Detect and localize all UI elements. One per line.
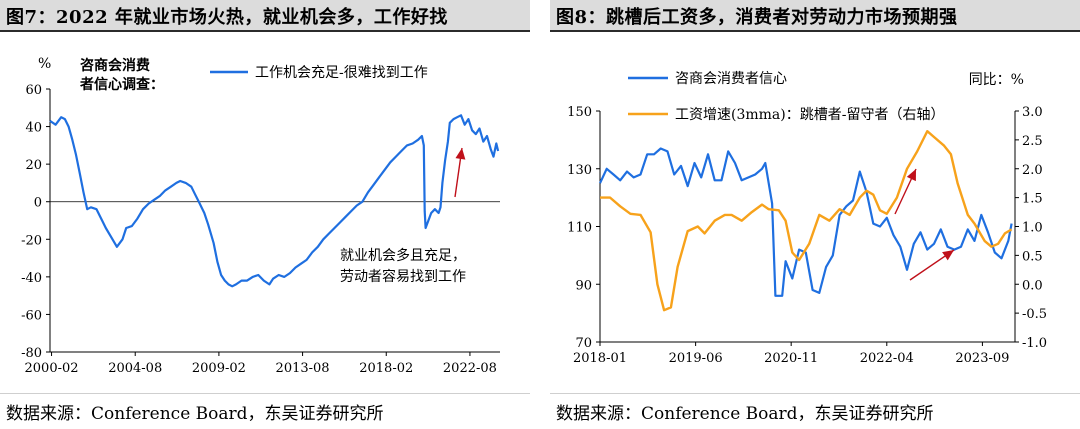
y-tick-label: 70: [575, 336, 592, 351]
y-tick-label: 150: [567, 105, 592, 120]
x-tick-label: 2022-04: [860, 351, 914, 366]
series-line: [600, 130, 1013, 312]
chart-title-bar: 图8：跳槽后工资多，消费者对劳动力市场预期强: [550, 0, 1080, 32]
y-tick-label: 20: [25, 158, 42, 173]
y-tick-label: 130: [567, 163, 592, 178]
y-tick-label: -80: [21, 346, 42, 361]
x-tick-label: 2000-02: [25, 361, 79, 376]
chart-title: 图8：跳槽后工资多，消费者对劳动力市场预期强: [556, 7, 958, 28]
source-text: 数据来源：Conference Board，东吴证券研究所: [556, 404, 934, 424]
chart-left-plot: -80 -60 -40 -20 0 20 40 60 2000-02 2004-08 2009-02…: [21, 56, 500, 376]
legend-label: 咨商会消费者信心: [675, 71, 787, 87]
corner-label-line2: 者信心调查：: [80, 76, 164, 93]
chart-right-plot: 70 90 110 130 150 -1.0 -0.5 0.0 0.5 1.0 1.5 2.0 2.5 3…: [567, 71, 1047, 366]
chart-title-bar: 图7：2022 年就业市场火热，就业机会多，工作好找: [0, 0, 530, 32]
annotation-arrow-head: [942, 250, 954, 261]
y-axis-unit: %: [38, 56, 51, 72]
y2-tick-label: 2.5: [1022, 134, 1043, 149]
y-tick-label: 0: [34, 196, 42, 211]
chart-title: 图7：2022 年就业市场火热，就业机会多，工作好找: [6, 7, 448, 28]
x-tick-label: 2013-08: [276, 361, 330, 376]
source-text: 数据来源：Conference Board，东吴证券研究所: [6, 404, 384, 424]
series-line: [49, 114, 500, 288]
x-tick-label: 2018-02: [359, 361, 413, 376]
annotation-arrow-head: [906, 169, 916, 182]
y2-tick-label: 1.0: [1022, 221, 1043, 236]
x-tick-label: 2009-02: [192, 361, 246, 376]
y-tick-label: 40: [25, 121, 42, 136]
source-divider: [0, 393, 530, 394]
x-tick-label: 2020-11: [764, 351, 818, 366]
annotation-arrow-head: [455, 148, 466, 160]
x-tick-label: 2018-01: [573, 351, 627, 366]
y-tick-label: -40: [21, 271, 42, 286]
legend-label: 工资增速(3mma)：跳槽者-留守者（右轴）: [675, 107, 944, 123]
series-line: [599, 147, 1013, 297]
y2-tick-label: 0.0: [1022, 278, 1043, 293]
x-tick-label: 2019-06: [669, 351, 723, 366]
x-tick-label: 2023-09: [955, 351, 1009, 366]
y-tick-label: -20: [21, 233, 42, 248]
annotation-line1: 就业机会多且充足，: [340, 247, 466, 264]
annotation-line2: 劳动者容易找到工作: [340, 268, 466, 285]
x-tick-label: 2004-08: [108, 361, 162, 376]
y2-tick-label: 2.0: [1022, 163, 1043, 178]
legend-label: 工作机会充足-很难找到工作: [255, 65, 428, 81]
y-tick-label: 90: [575, 278, 592, 293]
y2-tick-label: -0.5: [1022, 307, 1047, 322]
y2-tick-label: 0.5: [1022, 249, 1043, 264]
x-tick-label: 2022-08: [443, 361, 497, 376]
y2-tick-label: 3.0: [1022, 105, 1043, 120]
corner-label-line1: 咨商会消费: [80, 57, 150, 74]
source-divider: [550, 393, 1080, 394]
y-tick-label: 60: [25, 83, 42, 98]
y2-tick-label: 1.5: [1022, 192, 1043, 207]
y2-tick-label: -1.0: [1022, 336, 1047, 351]
chart-panel-left: 图7：2022 年就业市场火热，就业机会多，工作好找 -80 -60 -40 -20 0…: [0, 0, 530, 429]
right-axis-unit: 同比：%: [969, 72, 1024, 88]
chart-panel-right: 图8：跳槽后工资多，消费者对劳动力市场预期强 70 90 110 130 150 -1.0…: [550, 0, 1080, 429]
y-tick-label: -60: [21, 308, 42, 323]
y-tick-label: 110: [567, 221, 592, 236]
